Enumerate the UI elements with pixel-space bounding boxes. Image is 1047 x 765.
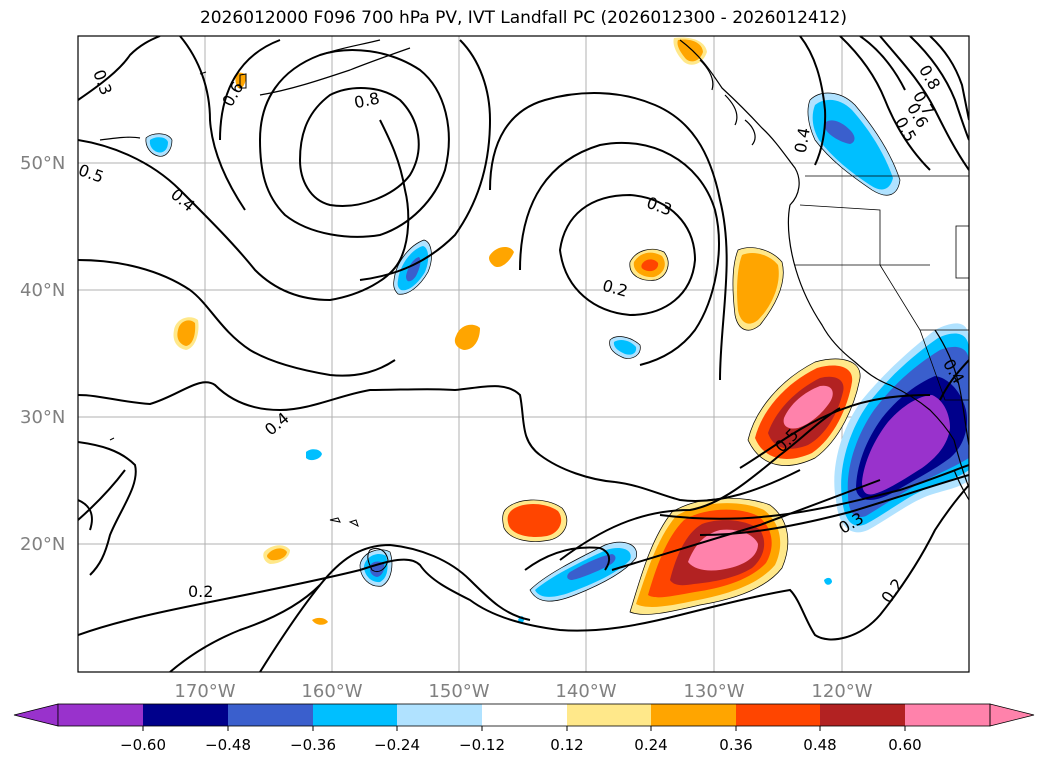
colorbar: −0.60 −0.48 −0.36 −0.24 −0.12 0.12 0.24 … bbox=[13, 703, 1035, 754]
contour-label: 0.5 bbox=[76, 160, 106, 187]
colorbar-swatch bbox=[228, 704, 313, 726]
contour-label: 0.2 bbox=[188, 582, 213, 601]
longitude-labels: 170°W 160°W 150°W 140°W 130°W 120°W bbox=[174, 681, 872, 702]
colorbar-swatch bbox=[651, 704, 736, 726]
colorbar-tick-label: −0.36 bbox=[290, 736, 336, 754]
colorbar-max-extend bbox=[989, 703, 1035, 727]
lat-label-30n: 30°N bbox=[20, 407, 65, 428]
colorbar-swatch bbox=[313, 704, 397, 726]
lon-label-120w: 120°W bbox=[811, 681, 872, 702]
lat-label-20n: 20°N bbox=[20, 534, 65, 555]
positive-pc-shading bbox=[173, 37, 861, 625]
shading-outlines bbox=[145, 92, 901, 615]
colorbar-swatch bbox=[820, 704, 905, 726]
colorbar-min-extend bbox=[13, 703, 59, 727]
contour-label: 0.3 bbox=[644, 193, 674, 220]
lat-label-50n: 50°N bbox=[20, 153, 65, 174]
colorbar-swatch bbox=[736, 704, 820, 726]
colorbar-tick-label: −0.60 bbox=[120, 736, 166, 754]
lon-label-170w: 170°W bbox=[174, 681, 235, 702]
map-frame bbox=[77, 35, 970, 673]
latitude-labels: 50°N 40°N 30°N 20°N bbox=[20, 153, 65, 555]
contour-label: 0.2 bbox=[600, 276, 630, 301]
contour-label: 0.8 bbox=[352, 88, 381, 112]
colorbar-swatch bbox=[58, 704, 143, 726]
map-title: 2026012000 F096 700 hPa PV, IVT Landfall… bbox=[199, 8, 847, 28]
lon-label-150w: 150°W bbox=[428, 681, 489, 702]
negative-pc-shading bbox=[145, 93, 969, 623]
pv-contours bbox=[78, 36, 969, 672]
lat-label-40n: 40°N bbox=[20, 280, 65, 301]
colorbar-tick-label: 0.48 bbox=[803, 736, 836, 754]
contour-label: 0.4 bbox=[167, 185, 199, 216]
colorbar-swatch bbox=[482, 704, 567, 726]
colorbar-swatch bbox=[567, 704, 651, 726]
lon-label-130w: 130°W bbox=[683, 681, 744, 702]
colorbar-swatch bbox=[397, 704, 482, 726]
colorbar-outline bbox=[57, 703, 991, 727]
contour-label: 0.4 bbox=[791, 126, 814, 154]
colorbar-tick-label: 0.36 bbox=[719, 736, 752, 754]
colorbar-swatch bbox=[143, 704, 228, 726]
colorbar-tick-label: 0.60 bbox=[888, 736, 921, 754]
islands bbox=[109, 71, 389, 573]
colorbar-tick-label: −0.24 bbox=[374, 736, 420, 754]
lon-label-160w: 160°W bbox=[301, 681, 362, 702]
contour-label: 0.3 bbox=[89, 67, 116, 97]
colorbar-tick-label: 0.24 bbox=[634, 736, 667, 754]
state-borders bbox=[795, 175, 969, 401]
contour-label: 0.8 bbox=[915, 62, 944, 94]
colorbar-tick-label: −0.12 bbox=[459, 736, 505, 754]
contour-label: 0.4 bbox=[261, 408, 293, 439]
colorbar-tick-label: −0.48 bbox=[205, 736, 251, 754]
contour-label: 0.2 bbox=[877, 575, 907, 607]
lon-label-140w: 140°W bbox=[555, 681, 616, 702]
colorbar-tick-label: 0.12 bbox=[550, 736, 583, 754]
colorbar-swatch bbox=[905, 704, 990, 726]
